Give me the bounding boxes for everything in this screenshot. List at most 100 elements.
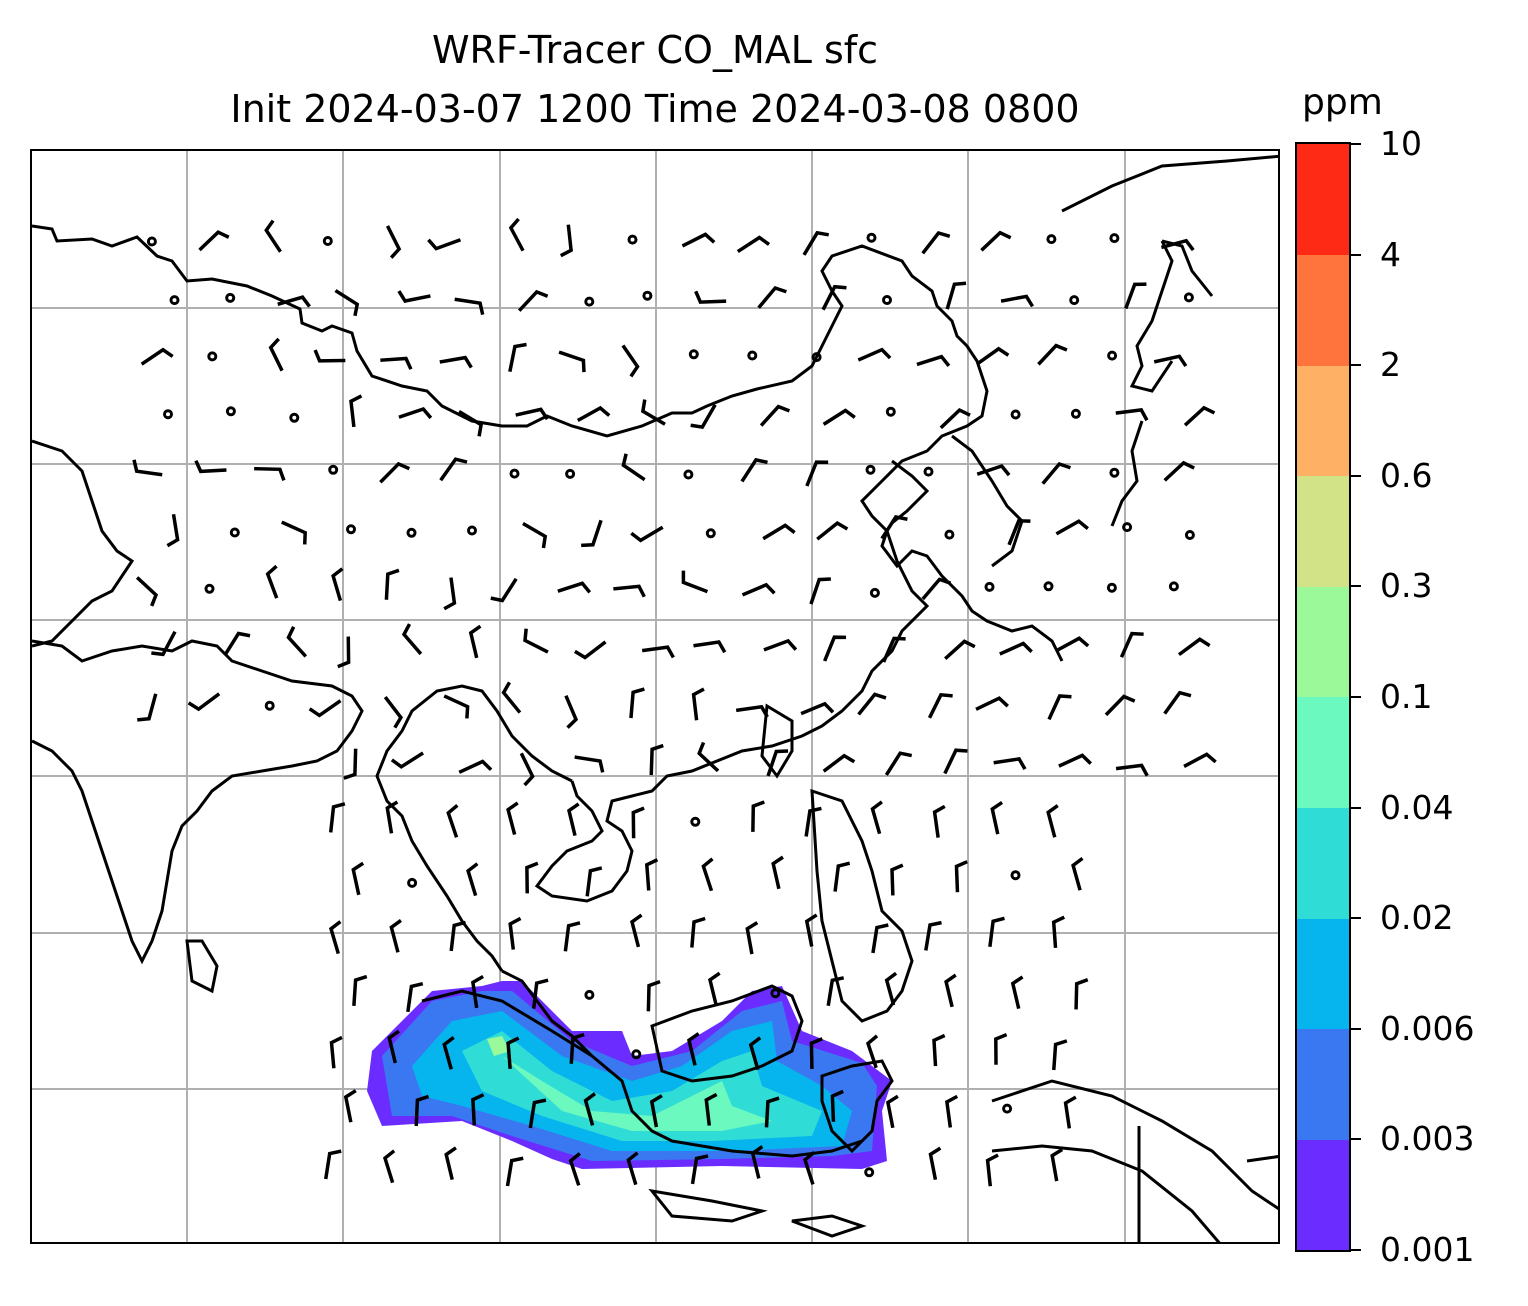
colorbar-tick: [1351, 1027, 1361, 1030]
wind-barb: [880, 514, 908, 540]
wind-barb: [944, 639, 976, 660]
wind-barb: [945, 281, 967, 310]
calm-wind-marker: [163, 409, 173, 420]
calm-wind-marker: [169, 295, 180, 306]
wind-barb: [568, 1152, 581, 1186]
wind-barb: [505, 1156, 524, 1187]
calm-wind-marker: [1010, 409, 1021, 420]
wind-barb: [501, 681, 522, 714]
wind-barb: [809, 577, 831, 605]
wind-barb: [1163, 690, 1192, 715]
wind-barb: [1115, 408, 1149, 422]
bohai-coast: [891, 459, 930, 525]
wind-barb: [1055, 636, 1090, 653]
calm-wind-marker: [642, 290, 653, 301]
calm-wind-marker: [1002, 1103, 1013, 1114]
calm-wind-marker: [1070, 408, 1081, 419]
wind-barb: [264, 219, 282, 253]
wind-barb: [397, 290, 431, 303]
wind-barb: [1063, 1095, 1077, 1129]
wind-barb: [939, 408, 971, 430]
wind-barb: [389, 919, 402, 953]
colorbar-segment: [1297, 1028, 1349, 1140]
wind-barb: [641, 645, 675, 659]
wind-barb: [1000, 294, 1035, 308]
calm-wind-marker: [885, 406, 896, 417]
wind-barb: [324, 1149, 342, 1180]
colorbar: [1295, 142, 1351, 1252]
wind-barb: [329, 1035, 343, 1069]
wind-barb: [613, 584, 646, 598]
calm-wind-marker: [264, 700, 275, 711]
map-title: WRF-Tracer CO_MAL sfc: [431, 28, 879, 72]
colorbar-tick: [1351, 474, 1361, 477]
kamchatka-coast: [1061, 154, 1278, 213]
wind-barb: [166, 513, 180, 548]
wind-barb: [763, 638, 798, 652]
wind-barb: [198, 230, 230, 252]
wind-barb: [802, 1151, 816, 1185]
wind-barb: [380, 356, 413, 370]
wind-barb: [857, 347, 892, 362]
calm-wind-marker: [705, 528, 716, 539]
wind-barb: [697, 741, 720, 773]
wind-barb: [805, 460, 829, 487]
calm-wind-marker: [1122, 522, 1133, 533]
tracer-concentration-fill: [367, 981, 892, 1169]
wind-barb: [268, 337, 284, 372]
wind-barb: [1050, 1147, 1064, 1182]
wind-barb: [708, 971, 721, 1006]
colorbar-tick: [1351, 143, 1361, 145]
wind-barb: [945, 1094, 959, 1128]
wind-barb: [385, 225, 402, 259]
calm-wind-marker: [688, 349, 699, 360]
wind-barb: [976, 346, 1010, 366]
calm-wind-marker: [584, 296, 595, 307]
wind-barb: [748, 1036, 762, 1071]
calm-wind-marker: [407, 877, 418, 888]
wind-barb: [313, 349, 346, 363]
taiwan-hainan: [760, 703, 794, 779]
wind-barb: [704, 1092, 718, 1126]
wind-barb: [328, 802, 346, 833]
calm-wind-marker: [1168, 581, 1179, 592]
wind-barb: [646, 979, 661, 1012]
wind-barb: [427, 238, 462, 251]
tracer-band-0.1: [487, 1036, 510, 1056]
wind-barb: [398, 406, 433, 420]
wind-barb: [1010, 975, 1024, 1010]
indochina-west-coast: [375, 684, 573, 972]
calm-wind-marker: [1109, 467, 1120, 478]
wind-barb: [993, 756, 1027, 770]
wind-barb: [826, 976, 845, 1007]
wind-barb: [975, 696, 1009, 711]
wind-barb: [522, 522, 548, 549]
wind-barb: [343, 1089, 357, 1123]
wind-barb: [884, 751, 913, 776]
calm-wind-marker: [406, 527, 417, 538]
wind-barb: [523, 628, 549, 654]
wind-barb: [1055, 519, 1089, 536]
colorbar-tick: [1351, 696, 1361, 698]
calm-wind-marker: [683, 469, 694, 480]
wind-barb: [573, 640, 607, 660]
colorbar-tick: [1351, 806, 1361, 809]
lesser-sunda: [648, 1188, 768, 1223]
calm-wind-marker: [627, 234, 638, 245]
wind-barb: [830, 1089, 844, 1122]
wind-barb: [881, 636, 906, 663]
wind-barb: [994, 1033, 1008, 1065]
wind-barb: [736, 235, 771, 254]
pacific-island: [1246, 1155, 1278, 1163]
wind-barb: [1041, 461, 1072, 485]
wind-barb: [506, 801, 519, 836]
wind-barb: [446, 804, 459, 838]
wind-barb: [762, 523, 796, 541]
china-south-coast: [534, 530, 930, 903]
wind-barb: [140, 347, 174, 366]
wind-barb: [745, 921, 759, 955]
wind-barb: [800, 701, 835, 716]
wind-barb: [331, 567, 344, 602]
wind-barb: [1058, 753, 1092, 768]
new-guinea-north: [991, 1079, 1278, 1211]
